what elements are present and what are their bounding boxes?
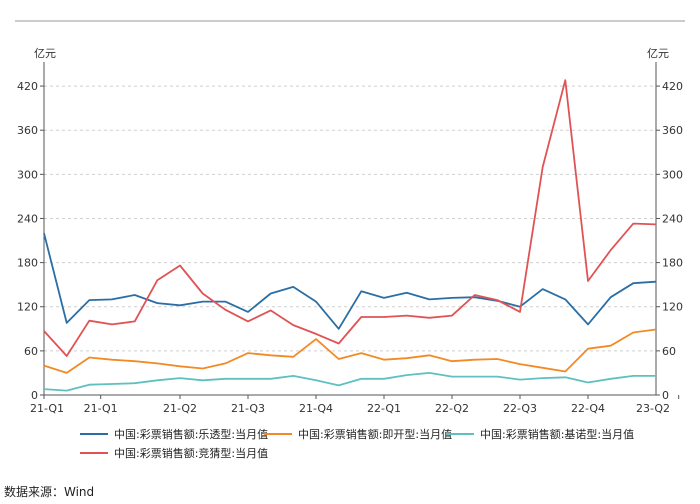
y-tick-label-left: 240: [17, 212, 38, 225]
legend-label: 中国:彩票销售额:乐透型:当月值: [114, 427, 268, 441]
series-line-0: [43, 232, 657, 330]
legend-label: 中国:彩票销售额:竞猜型:当月值: [114, 446, 268, 460]
legend-label: 中国:彩票销售额:基诺型:当月值: [480, 427, 634, 441]
x-tick-label: 21-Q4: [299, 402, 333, 415]
y-tick-label-right: 420: [662, 80, 683, 93]
left-unit-label: 亿元: [34, 47, 56, 60]
y-tick-label-right: 240: [662, 212, 683, 225]
gridlines: [44, 85, 656, 352]
y-tick-label-left: 420: [17, 80, 38, 93]
lottery-sales-chart: 亿元 亿元 0 60 120 180 240 300 360 420 0 60 120 180 240…: [15, 20, 685, 460]
series-lines: [43, 79, 657, 392]
axes: [40, 62, 680, 399]
x-tick-label: 23-Q2: [636, 402, 670, 415]
y-tick-labels-left: 0 60 120 180 240 300 360 420: [17, 80, 38, 402]
x-tick-label: 22-Q2: [435, 402, 469, 415]
x-tick-label: 22-Q1: [367, 402, 401, 415]
y-tick-label-left: 120: [17, 301, 38, 314]
y-tick-label-left: 300: [17, 168, 38, 181]
y-tick-label-left: 60: [24, 345, 38, 358]
x-tick-label: 21-Q1: [84, 402, 118, 415]
y-tick-label-right: 180: [662, 257, 683, 270]
y-tick-label-right: 60: [662, 345, 676, 358]
legend: 中国:彩票销售额:乐透型:当月值 中国:彩票销售额:即开型:当月值 中国:彩票销售额…: [80, 427, 634, 460]
y-tick-label-right: 360: [662, 124, 683, 137]
series-line-3: [43, 79, 657, 357]
y-tick-label-left: 360: [17, 124, 38, 137]
y-tick-label-right: 120: [662, 301, 683, 314]
series-line-1: [43, 328, 657, 374]
series-line-2: [43, 371, 656, 392]
x-tick-label: 21-Q1: [30, 402, 64, 415]
y-tick-label-left: 180: [17, 257, 38, 270]
right-unit-label: 亿元: [647, 47, 669, 60]
y-tick-labels-right: 0 60 120 180 240 300 360 420: [662, 80, 683, 402]
legend-label: 中国:彩票销售额:即开型:当月值: [298, 427, 452, 441]
x-tick-label: 22-Q4: [571, 402, 605, 415]
y-tick-label-right: 0: [662, 389, 669, 402]
x-tick-label: 22-Q3: [503, 402, 537, 415]
y-tick-label-right: 300: [662, 168, 683, 181]
y-tick-label-left: 0: [31, 389, 38, 402]
source-note: 数据来源：Wind: [4, 485, 95, 499]
x-tick-label: 21-Q3: [231, 402, 265, 415]
x-tick-label: 21-Q2: [163, 402, 197, 415]
x-tick-labels: 21-Q1 21-Q1 21-Q2 21-Q3 21-Q4 22-Q1 22-Q2 22-Q3…: [30, 402, 670, 415]
